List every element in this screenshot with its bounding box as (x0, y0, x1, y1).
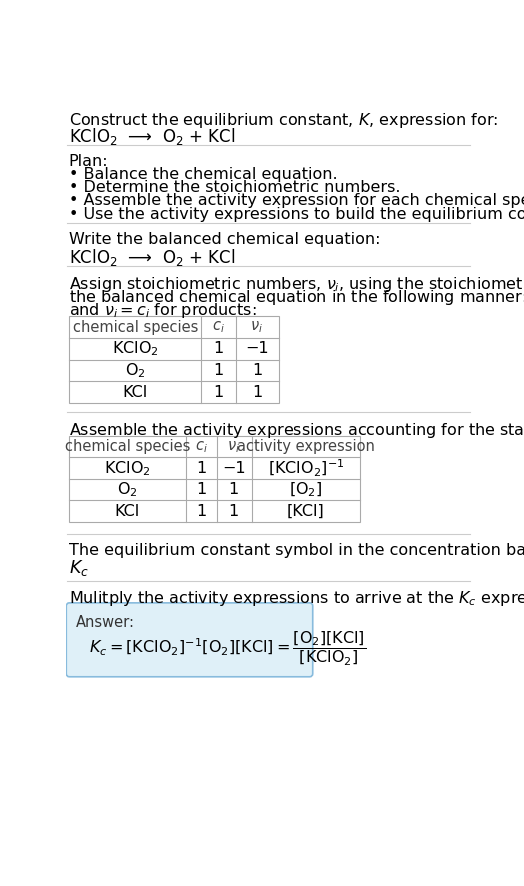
Text: O$_2$: O$_2$ (117, 480, 138, 499)
Text: the balanced chemical equation in the following manner: $\nu_i = -c_i$ for react: the balanced chemical equation in the fo… (69, 288, 524, 307)
Bar (69, 436, 360, 523)
Text: Assign stoichiometric numbers, $\nu_i$, using the stoichiometric coefficients, $: Assign stoichiometric numbers, $\nu_i$, … (69, 275, 524, 294)
Text: $\nu_i$: $\nu_i$ (250, 319, 264, 335)
Text: [O$_2$]: [O$_2$] (289, 480, 322, 499)
Text: 1: 1 (228, 503, 239, 518)
Text: KClO$_2$: KClO$_2$ (112, 339, 159, 358)
Text: chemical species: chemical species (72, 320, 198, 335)
Text: KCl: KCl (115, 503, 140, 518)
Text: 1: 1 (252, 385, 262, 400)
Text: [KClO$_2$]$^{-1}$: [KClO$_2$]$^{-1}$ (268, 457, 344, 478)
Text: KClO$_2$  ⟶  O$_2$ + KCl: KClO$_2$ ⟶ O$_2$ + KCl (69, 246, 235, 268)
Text: Construct the equilibrium constant, $K$, expression for:: Construct the equilibrium constant, $K$,… (69, 111, 498, 130)
Text: [KCl]: [KCl] (287, 503, 325, 518)
Text: 1: 1 (213, 362, 223, 377)
Text: $\nu_i$: $\nu_i$ (227, 439, 240, 455)
Text: $K_c$: $K_c$ (69, 557, 89, 577)
Text: 1: 1 (213, 385, 223, 400)
Text: • Balance the chemical equation.: • Balance the chemical equation. (69, 167, 337, 182)
Text: Plan:: Plan: (69, 154, 108, 169)
Text: activity expression: activity expression (237, 439, 375, 454)
Bar (69, 317, 279, 403)
Text: −1: −1 (222, 461, 245, 475)
Text: • Use the activity expressions to build the equilibrium constant expression.: • Use the activity expressions to build … (69, 206, 524, 222)
Text: Assemble the activity expressions accounting for the state of matter and $\nu_i$: Assemble the activity expressions accoun… (69, 420, 524, 439)
Text: −1: −1 (245, 341, 269, 356)
Text: Write the balanced chemical equation:: Write the balanced chemical equation: (69, 231, 380, 246)
Text: 1: 1 (213, 341, 223, 356)
Text: • Determine the stoichiometric numbers.: • Determine the stoichiometric numbers. (69, 180, 400, 195)
Text: Answer:: Answer: (75, 614, 135, 629)
Text: and $\nu_i = c_i$ for products:: and $\nu_i = c_i$ for products: (69, 301, 256, 320)
Text: $c_i$: $c_i$ (195, 439, 208, 455)
Text: KClO$_2$: KClO$_2$ (104, 458, 151, 478)
Text: 1: 1 (196, 482, 206, 497)
Text: O$_2$: O$_2$ (125, 361, 146, 379)
Text: • Assemble the activity expression for each chemical species.: • Assemble the activity expression for e… (69, 193, 524, 208)
Text: 1: 1 (196, 503, 206, 518)
FancyBboxPatch shape (66, 603, 313, 677)
Text: $c_i$: $c_i$ (212, 319, 225, 335)
Text: KCl: KCl (123, 385, 148, 400)
Text: 1: 1 (252, 362, 262, 377)
Text: chemical species: chemical species (65, 439, 190, 454)
Text: 1: 1 (196, 461, 206, 475)
Text: $K_c = [\mathrm{KClO_2}]^{-1}[\mathrm{O_2}][\mathrm{KCl}] = \dfrac{[\mathrm{O_2}: $K_c = [\mathrm{KClO_2}]^{-1}[\mathrm{O_… (89, 628, 366, 667)
Text: KClO$_2$  ⟶  O$_2$ + KCl: KClO$_2$ ⟶ O$_2$ + KCl (69, 126, 235, 146)
Text: Mulitply the activity expressions to arrive at the $K_c$ expression:: Mulitply the activity expressions to arr… (69, 588, 524, 608)
Text: 1: 1 (228, 482, 239, 497)
Text: The equilibrium constant symbol in the concentration basis is:: The equilibrium constant symbol in the c… (69, 542, 524, 557)
